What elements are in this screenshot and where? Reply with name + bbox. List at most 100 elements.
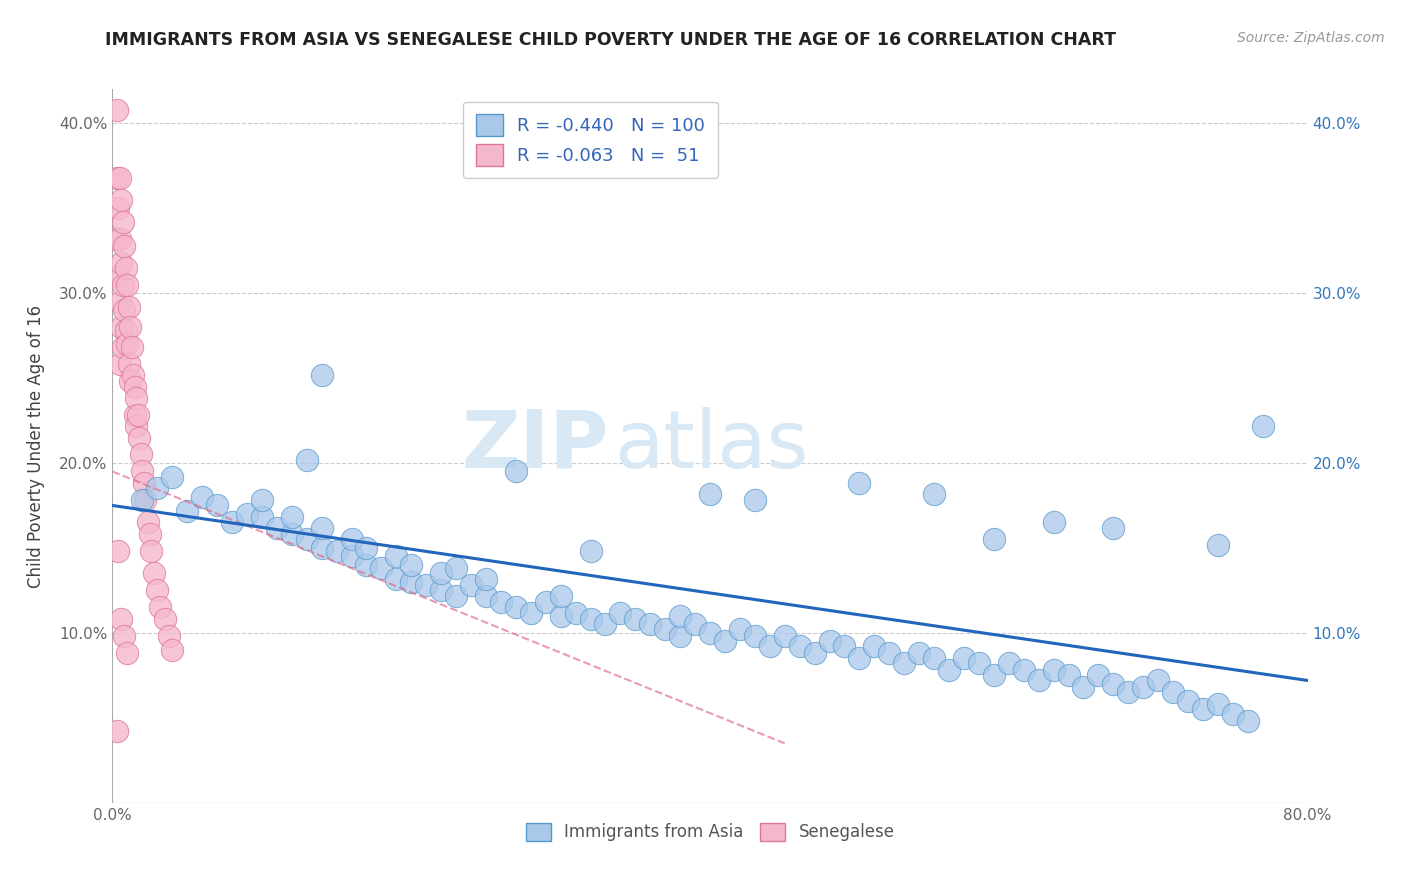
Point <box>475 572 498 586</box>
Y-axis label: Child Poverty Under the Age of 16: Child Poverty Under the Age of 16 <box>27 304 45 588</box>
Point <box>385 549 408 564</box>
Point <box>110 320 132 334</box>
Point <box>157 629 180 643</box>
Point <box>121 341 143 355</box>
Point <box>1132 680 1154 694</box>
Point <box>1042 516 1064 530</box>
Point <box>1042 663 1064 677</box>
Point <box>107 269 129 284</box>
Point <box>744 629 766 643</box>
Point <box>669 608 692 623</box>
Point <box>143 566 166 581</box>
Point <box>281 527 304 541</box>
Point <box>683 617 706 632</box>
Point <box>759 640 782 654</box>
Point <box>922 651 945 665</box>
Point <box>550 589 572 603</box>
Point <box>370 561 392 575</box>
Point <box>118 358 141 372</box>
Point <box>640 617 662 632</box>
Point <box>444 561 467 575</box>
Point <box>818 634 841 648</box>
Point <box>1251 418 1274 433</box>
Point <box>803 646 825 660</box>
Point <box>122 368 145 382</box>
Point <box>609 606 631 620</box>
Point <box>281 510 304 524</box>
Point <box>118 300 141 314</box>
Point <box>564 606 586 620</box>
Point <box>266 520 288 534</box>
Point <box>848 651 870 665</box>
Point <box>134 493 156 508</box>
Point <box>385 572 408 586</box>
Point <box>120 320 142 334</box>
Point <box>111 277 134 292</box>
Text: ZIP: ZIP <box>461 407 609 485</box>
Point <box>1012 663 1035 677</box>
Point <box>967 657 990 671</box>
Point <box>111 341 134 355</box>
Point <box>132 476 155 491</box>
Point <box>983 668 1005 682</box>
Point <box>699 626 721 640</box>
Point <box>1237 714 1260 729</box>
Point <box>111 215 134 229</box>
Point <box>728 623 751 637</box>
Point <box>110 255 132 269</box>
Point <box>139 527 162 541</box>
Point <box>744 493 766 508</box>
Point <box>520 606 543 620</box>
Point <box>356 558 378 572</box>
Point <box>1087 668 1109 682</box>
Point <box>699 486 721 500</box>
Point <box>114 303 135 318</box>
Point <box>153 612 176 626</box>
Point <box>129 448 152 462</box>
Point <box>1102 520 1125 534</box>
Point <box>117 646 139 660</box>
Point <box>138 516 160 530</box>
Point <box>773 629 796 643</box>
Point <box>669 629 692 643</box>
Text: Source: ZipAtlas.com: Source: ZipAtlas.com <box>1237 31 1385 45</box>
Point <box>624 612 647 626</box>
Point <box>1206 698 1229 712</box>
Point <box>250 510 273 524</box>
Point <box>579 612 602 626</box>
Point <box>141 544 163 558</box>
Point <box>879 646 901 660</box>
Point <box>595 617 617 632</box>
Text: atlas: atlas <box>614 407 808 485</box>
Point <box>340 533 363 547</box>
Point <box>311 520 333 534</box>
Point <box>236 507 259 521</box>
Point <box>107 201 129 215</box>
Point <box>401 558 423 572</box>
Point <box>128 430 150 444</box>
Point <box>401 574 423 589</box>
Point <box>325 544 347 558</box>
Point <box>124 379 146 393</box>
Point <box>124 409 146 423</box>
Point <box>114 238 135 252</box>
Point <box>1073 680 1095 694</box>
Point <box>105 170 128 185</box>
Point <box>131 493 153 508</box>
Point <box>149 600 172 615</box>
Point <box>221 516 243 530</box>
Point <box>998 657 1021 671</box>
Point <box>105 724 128 739</box>
Point <box>125 418 148 433</box>
Point <box>1177 694 1199 708</box>
Point <box>117 337 139 351</box>
Point <box>105 232 128 246</box>
Point <box>534 595 557 609</box>
Point <box>714 634 737 648</box>
Point <box>550 608 572 623</box>
Point <box>108 170 131 185</box>
Point <box>1192 702 1215 716</box>
Point <box>893 657 915 671</box>
Point <box>953 651 976 665</box>
Point <box>131 465 153 479</box>
